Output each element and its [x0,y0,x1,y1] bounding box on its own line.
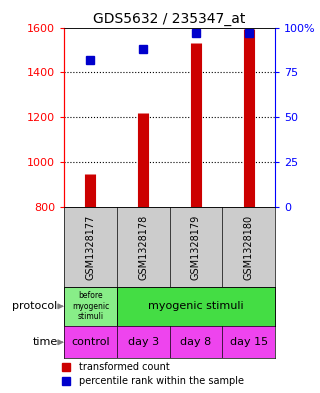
Bar [117,286,275,326]
Text: myogenic stimuli: myogenic stimuli [148,301,244,311]
Text: GSM1328180: GSM1328180 [244,215,254,279]
Text: protocol: protocol [12,301,58,311]
Text: time: time [32,337,58,347]
Text: GSM1328177: GSM1328177 [85,214,95,280]
Text: day 15: day 15 [230,337,268,347]
Text: GSM1328178: GSM1328178 [138,214,148,279]
Text: day 3: day 3 [128,337,159,347]
Text: before
myogenic
stimuli: before myogenic stimuli [72,292,109,321]
Text: GSM1328179: GSM1328179 [191,214,201,279]
Text: percentile rank within the sample: percentile rank within the sample [79,375,244,386]
Text: day 8: day 8 [180,337,212,347]
Text: transformed count: transformed count [79,362,170,372]
Title: GDS5632 / 235347_at: GDS5632 / 235347_at [93,13,246,26]
Bar [64,286,117,326]
Text: control: control [71,337,110,347]
